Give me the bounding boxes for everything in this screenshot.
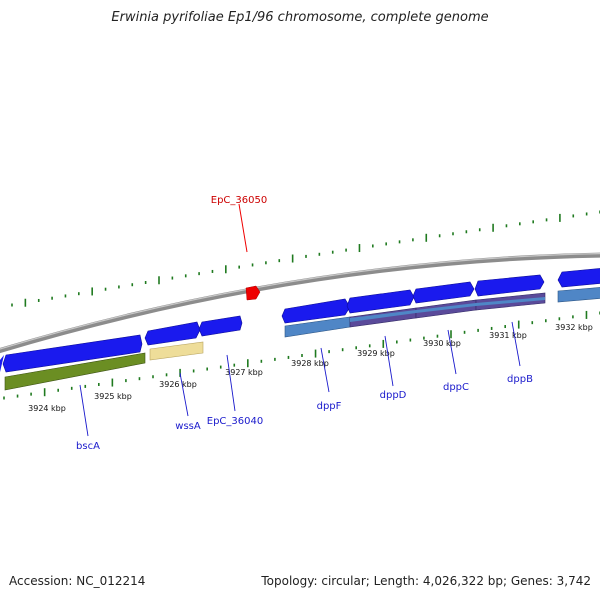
highlight-gene-marker[interactable]: EpC_36050	[211, 195, 267, 301]
cds-arrow[interactable]	[346, 289, 415, 314]
kbp-tick-label: 3925 kbp	[94, 392, 132, 401]
kbp-tick-label: 3924 kbp	[28, 404, 66, 413]
chromosome-backbone	[0, 252, 600, 354]
kbp-tick-label: 3926 kbp	[159, 380, 197, 389]
feature-bar-khaki[interactable]	[149, 341, 204, 361]
highlight-gene-arrow[interactable]	[245, 285, 261, 301]
gene-leader-line	[320, 347, 330, 393]
gene-label[interactable]: dppC	[443, 382, 469, 393]
inner-tick-track	[3, 310, 600, 400]
gene-leader-line	[511, 321, 521, 367]
cds-arrow[interactable]	[281, 298, 351, 324]
gene-leader-line	[179, 372, 189, 417]
kbp-tick-label: 3928 kbp	[291, 359, 329, 368]
feature-bar-steelblue	[416, 303, 476, 313]
kbp-tick-label: 3929 kbp	[357, 349, 395, 358]
feature-bar-steelblue	[476, 297, 545, 306]
accession-text: Accession: NC_012214	[9, 574, 146, 588]
gene-label[interactable]: dppD	[380, 390, 407, 401]
gene-leader-line	[79, 384, 89, 437]
feature-track	[4, 287, 600, 391]
kbp-tick-label: 3931 kbp	[489, 331, 527, 340]
kbp-tick-label: 3932 kbp	[555, 323, 593, 332]
highlight-leader-line	[238, 203, 248, 253]
cds-arrow[interactable]	[2, 334, 143, 373]
kbp-tick-label: 3927 kbp	[225, 368, 263, 377]
backbone-highlight	[0, 253, 600, 350]
cds-arrow[interactable]	[412, 281, 475, 304]
cds-arrow[interactable]	[474, 274, 545, 297]
genome-summary-text: Topology: circular; Length: 4,026,322 bp…	[261, 574, 591, 588]
gene-label[interactable]: dppB	[507, 374, 533, 385]
outer-tick-track	[11, 210, 600, 307]
page-title: Erwinia pyrifoliae Ep1/96 chromosome, co…	[111, 10, 489, 25]
cds-arrow[interactable]	[198, 315, 243, 337]
gene-label[interactable]: wssA	[175, 421, 201, 432]
cds-forward-track	[0, 268, 600, 373]
kbp-tick-label: 3930 kbp	[423, 339, 461, 348]
gene-label[interactable]: dppF	[317, 401, 342, 412]
gene-leader-line	[384, 335, 394, 387]
gene-labels: bscA wssA EpC_36040 dppF dppD dppC dppB	[76, 321, 533, 452]
gene-label[interactable]: EpC_36040	[207, 416, 263, 427]
feature-bar-steelblue	[350, 310, 416, 322]
gene-label[interactable]: bscA	[76, 441, 100, 452]
kbp-axis-labels: 3924 kbp 3925 kbp 3926 kbp 3927 kbp 3928 kbp…	[28, 323, 593, 413]
cds-arrow[interactable]	[144, 321, 201, 346]
feature-bar-steelblue[interactable]	[557, 287, 600, 303]
gene-leader-line	[447, 329, 457, 375]
feature-bar-olive[interactable]	[4, 352, 146, 391]
gene-leader-line	[226, 354, 236, 412]
highlight-gene-label[interactable]: EpC_36050	[211, 195, 267, 206]
cds-arrow[interactable]	[0, 355, 4, 372]
cds-arrow[interactable]	[557, 268, 600, 288]
